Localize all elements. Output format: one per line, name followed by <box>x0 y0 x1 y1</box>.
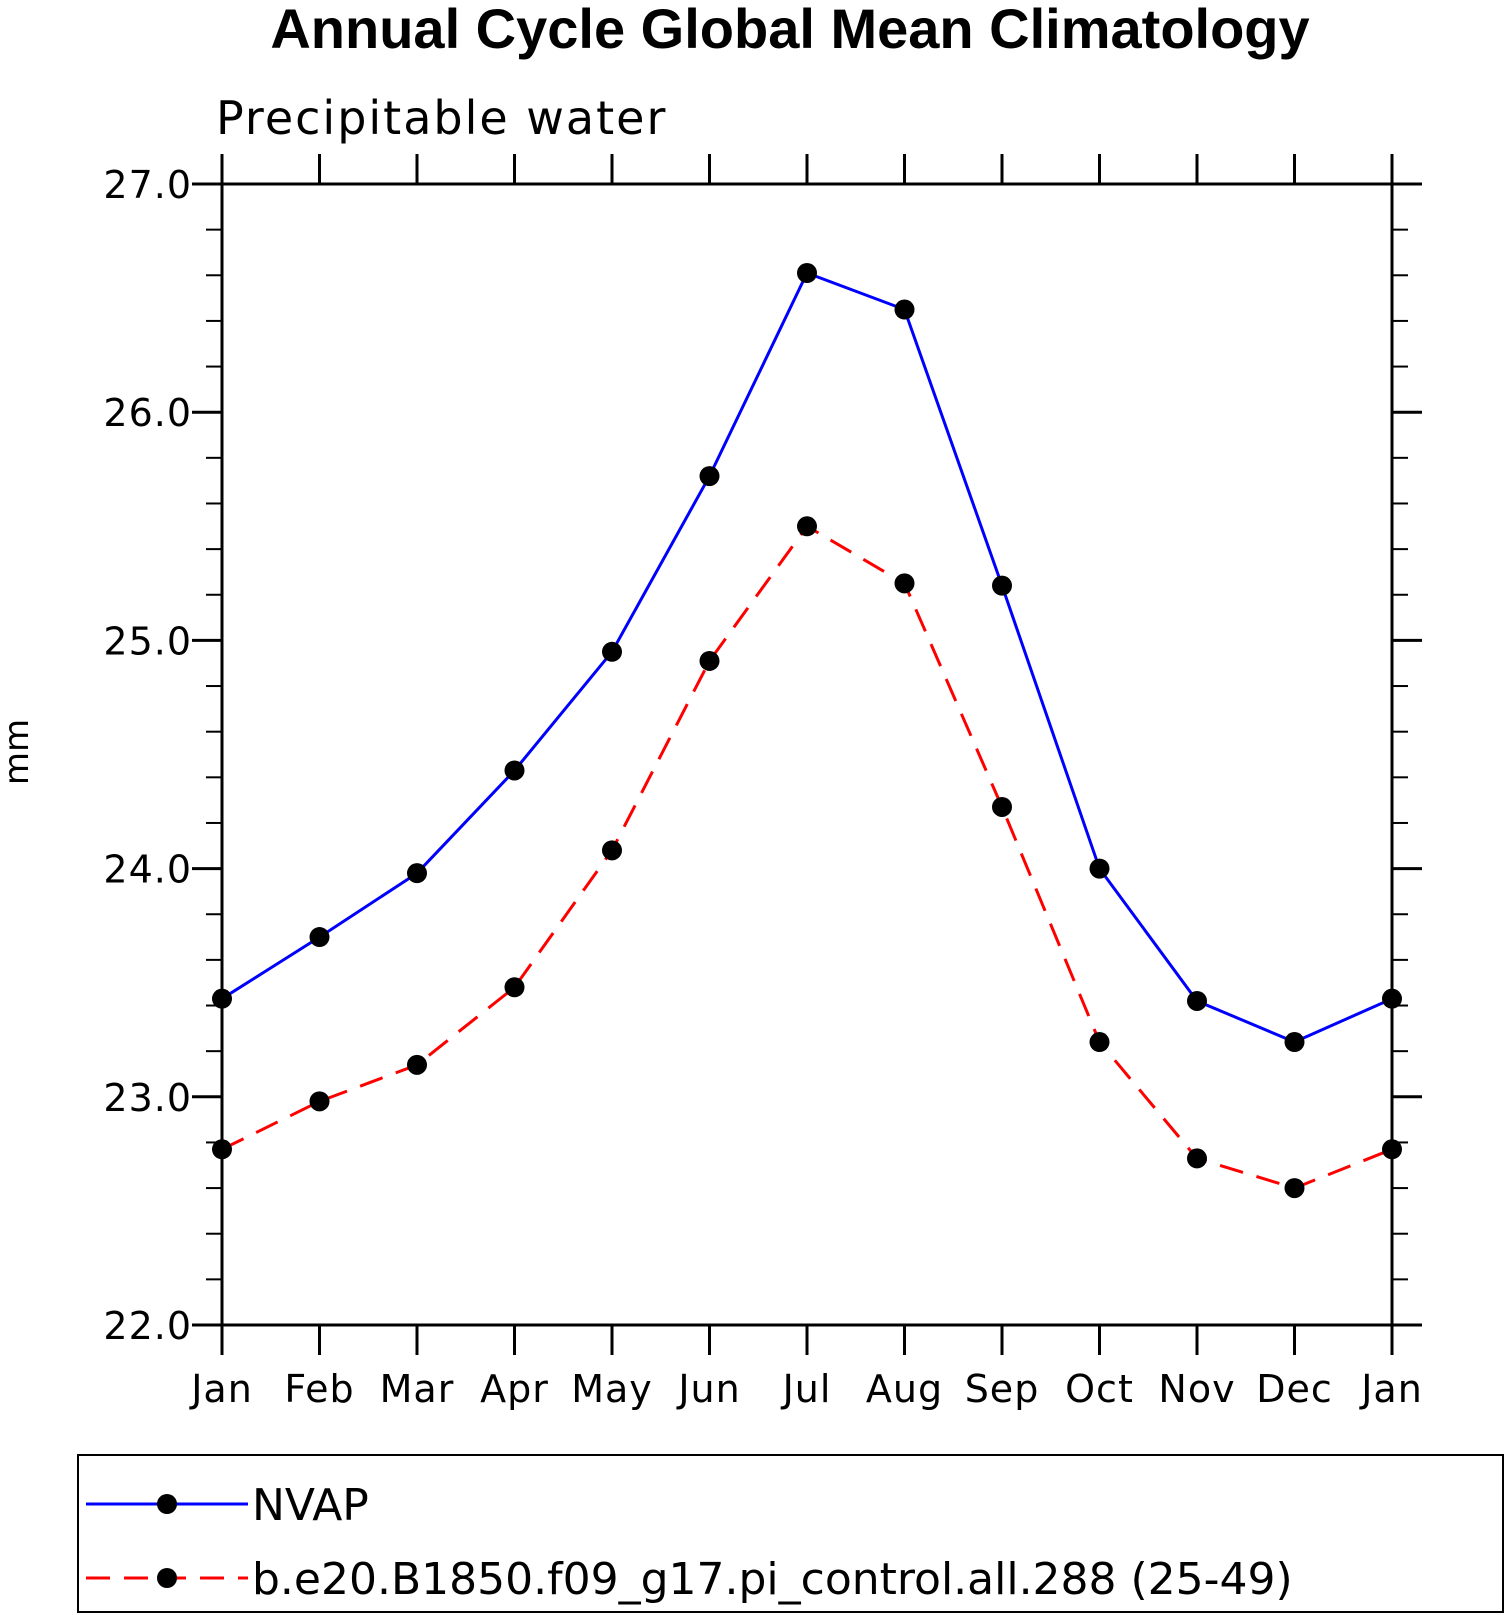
plot-frame <box>220 182 1394 1327</box>
series-1-point <box>1187 990 1207 1011</box>
series-1-point <box>992 575 1012 596</box>
series-1-point <box>309 927 330 948</box>
chart-title: Annual Cycle Global Mean Climatology <box>270 0 1309 60</box>
series-2-point <box>407 1054 427 1075</box>
series-2-point <box>1284 1178 1305 1199</box>
x-tick-label: Nov <box>1158 1367 1235 1411</box>
x-tick-label: Jun <box>676 1367 740 1411</box>
legend-label-1: NVAP <box>252 1480 369 1531</box>
legend-marker-1 <box>157 1494 177 1514</box>
series-line-1 <box>221 271 1393 1044</box>
x-tick-label: Dec <box>1256 1367 1333 1411</box>
x-tick-label: Feb <box>284 1367 354 1411</box>
y-tick-label: 27.0 <box>103 163 192 207</box>
series-1-point <box>699 466 720 487</box>
y-tick-label: 22.0 <box>103 1304 192 1348</box>
x-tick-label: Mar <box>380 1367 455 1411</box>
series-1-point <box>1382 988 1402 1009</box>
x-tick-label: Sep <box>965 1367 1040 1411</box>
series-2-point <box>1089 1032 1110 1053</box>
y-tick-label: 24.0 <box>103 848 192 892</box>
series-2-point <box>992 796 1012 817</box>
x-tick-label: Oct <box>1065 1367 1134 1411</box>
x-tick-label: Jan <box>1359 1367 1423 1411</box>
series-1-point <box>1089 858 1110 879</box>
series-1-point <box>407 863 427 884</box>
series-2-point <box>1382 1139 1402 1160</box>
series-1-point <box>602 641 622 662</box>
x-tick-label: Apr <box>480 1367 549 1411</box>
y-axis-label: mm <box>0 719 37 785</box>
series-line-2 <box>221 524 1393 1190</box>
legend-label-2: b.e20.B1850.f09_g17.pi_control.all.288 (… <box>252 1554 1293 1605</box>
series-2-point <box>894 573 915 594</box>
series-2-point <box>699 650 720 671</box>
legend-items: NVAP b.e20.B1850.f09_g17.pi_control.all.2… <box>86 1480 1293 1605</box>
series-1-point <box>894 299 915 320</box>
x-tick-label: Jan <box>189 1367 253 1411</box>
series-lines <box>212 262 1402 1199</box>
axes: 22.0 23.0 24.0 25.0 26.0 27.0 Jan Feb Mar Apr May J… <box>103 154 1422 1411</box>
legend: NVAP b.e20.B1850.f09_g17.pi_control.all.2… <box>77 1454 1504 1613</box>
series-1-point <box>212 988 232 1009</box>
legend-marker-2 <box>157 1568 177 1588</box>
series-2-point <box>602 840 622 861</box>
x-tick-label: May <box>571 1367 653 1411</box>
series-1-point <box>1284 1032 1305 1053</box>
x-tick-label: Aug <box>866 1367 943 1411</box>
y-tick-label: 26.0 <box>103 391 192 435</box>
chart-subtitle: Precipitable water <box>216 91 667 145</box>
series-2-point <box>309 1091 330 1112</box>
x-tick-label: Jul <box>781 1367 832 1411</box>
series-2-point <box>797 516 817 537</box>
y-tick-label: 25.0 <box>103 619 192 663</box>
series-1-point <box>797 262 817 283</box>
y-tick-label: 23.0 <box>103 1076 192 1120</box>
series-1-point <box>504 760 525 781</box>
series-2-point <box>1187 1148 1207 1169</box>
series-2-point <box>504 977 525 998</box>
series-2-point <box>212 1139 232 1160</box>
legend-box <box>77 1454 1504 1613</box>
